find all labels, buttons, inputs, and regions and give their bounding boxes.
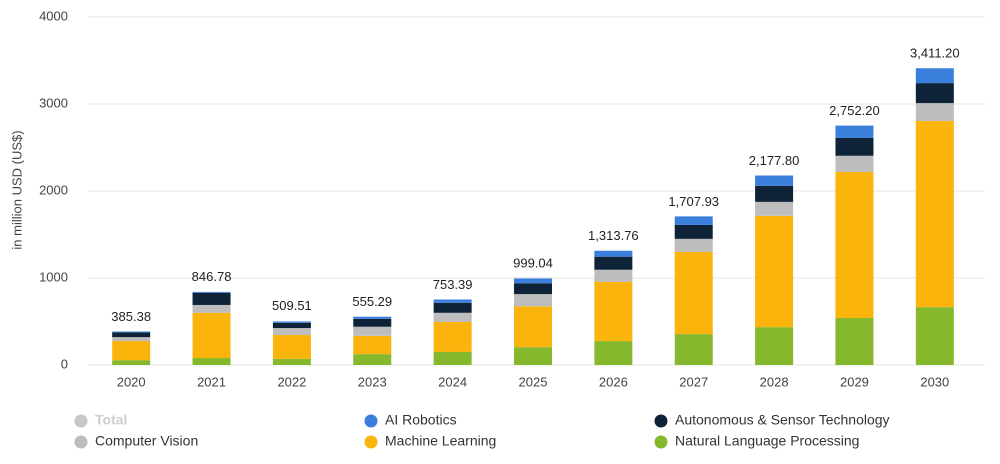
bar-segment xyxy=(755,215,794,328)
x-tick-label: 2022 xyxy=(277,374,306,389)
bar-segment xyxy=(835,137,874,156)
bar-segment xyxy=(192,312,231,359)
bar-segment xyxy=(272,334,311,359)
bar-segment xyxy=(272,358,311,365)
bar-segment xyxy=(835,155,874,172)
bar-segment xyxy=(674,224,713,239)
bar-segment xyxy=(835,171,874,319)
total-label: 1,707.93 xyxy=(668,194,719,209)
legend-label[interactable]: Autonomous & Sensor Technology xyxy=(675,412,890,428)
bar-segment xyxy=(915,83,954,104)
legend-marker[interactable] xyxy=(654,414,668,428)
y-tick-label: 1000 xyxy=(39,269,68,284)
bar-segment xyxy=(433,321,472,352)
bar-segment xyxy=(353,354,392,365)
x-tick-label: 2029 xyxy=(840,374,869,389)
bar-segment xyxy=(433,302,472,313)
bar-segment xyxy=(835,125,874,138)
total-label: 2,177.80 xyxy=(749,153,800,168)
total-label: 1,313.76 xyxy=(588,228,639,243)
bar-segment xyxy=(594,256,633,270)
y-tick-label: 3000 xyxy=(39,95,68,110)
bar-segment xyxy=(755,175,794,186)
legend-label[interactable]: Total xyxy=(95,412,127,428)
total-label: 2,752.20 xyxy=(829,103,880,118)
bar-segment xyxy=(433,299,472,303)
bar-segment xyxy=(594,269,633,282)
bar-segment xyxy=(674,251,713,335)
legend-marker[interactable] xyxy=(364,414,378,428)
bar-segment xyxy=(915,103,954,121)
bar-segment xyxy=(353,318,392,327)
bar-segment xyxy=(594,341,633,365)
total-label: 555.29 xyxy=(352,294,392,309)
bar-segment xyxy=(594,281,633,342)
legend-label[interactable]: Natural Language Processing xyxy=(675,433,859,449)
total-label: 385.38 xyxy=(111,309,151,324)
bar-segment xyxy=(514,306,552,348)
bar-segment xyxy=(353,335,392,355)
bar-segment xyxy=(192,358,231,365)
total-label: 846.78 xyxy=(192,269,232,284)
bar-segment xyxy=(674,238,713,252)
x-tick-label: 2030 xyxy=(920,374,949,389)
bar-segment xyxy=(353,316,392,319)
bar-segment xyxy=(755,201,794,216)
legend-marker[interactable] xyxy=(364,435,378,449)
y-tick-label: 4000 xyxy=(39,8,68,23)
x-tick-label: 2020 xyxy=(117,374,146,389)
bar-segment xyxy=(594,250,633,257)
bar-segment xyxy=(674,216,713,225)
bar-segment xyxy=(112,337,151,342)
legend-label[interactable]: Computer Vision xyxy=(95,433,198,449)
bar-segment xyxy=(514,283,552,295)
total-label: 753.39 xyxy=(433,277,473,292)
bar-segment xyxy=(192,292,231,305)
bar-segment xyxy=(112,332,151,338)
bar-segment xyxy=(192,304,231,313)
bar-segment xyxy=(514,347,552,365)
legend-label[interactable]: AI Robotics xyxy=(385,412,457,428)
x-tick-label: 2027 xyxy=(679,374,708,389)
bar-segment xyxy=(514,294,552,307)
bar-segment xyxy=(915,120,954,308)
bar-segment xyxy=(433,351,472,365)
x-tick-label: 2021 xyxy=(197,374,226,389)
x-tick-label: 2025 xyxy=(519,374,548,389)
total-label: 509.51 xyxy=(272,298,312,313)
y-tick-label: 2000 xyxy=(39,182,68,197)
x-tick-label: 2026 xyxy=(599,374,628,389)
legend-marker[interactable] xyxy=(74,435,88,449)
bar-segment xyxy=(835,318,874,365)
bar-segment xyxy=(755,185,794,202)
y-axis-title: in million USD (US$) xyxy=(9,130,24,249)
legend-marker[interactable] xyxy=(654,435,668,449)
bar-segment xyxy=(353,326,392,336)
bar-segment xyxy=(112,341,151,361)
bar-segment xyxy=(272,321,311,323)
bar-segment xyxy=(915,307,954,365)
bar-segment xyxy=(915,68,954,84)
bar-segment xyxy=(514,278,552,284)
x-tick-label: 2028 xyxy=(760,374,789,389)
bar-segment xyxy=(755,327,794,365)
bar-segment xyxy=(112,331,151,333)
bar-segment xyxy=(112,360,151,365)
legend-label[interactable]: Machine Learning xyxy=(385,433,496,449)
bar-segment xyxy=(192,291,231,293)
total-label: 3,411.20 xyxy=(910,46,960,61)
y-tick-label: 0 xyxy=(61,356,68,371)
bar-segment xyxy=(272,322,311,329)
bar-segment xyxy=(674,334,713,365)
bar-segment xyxy=(272,328,311,335)
x-tick-label: 2024 xyxy=(438,374,467,389)
x-tick-label: 2023 xyxy=(358,374,387,389)
legend-marker[interactable] xyxy=(74,414,88,428)
bar-segment xyxy=(433,312,472,322)
total-label: 999.04 xyxy=(513,256,553,271)
